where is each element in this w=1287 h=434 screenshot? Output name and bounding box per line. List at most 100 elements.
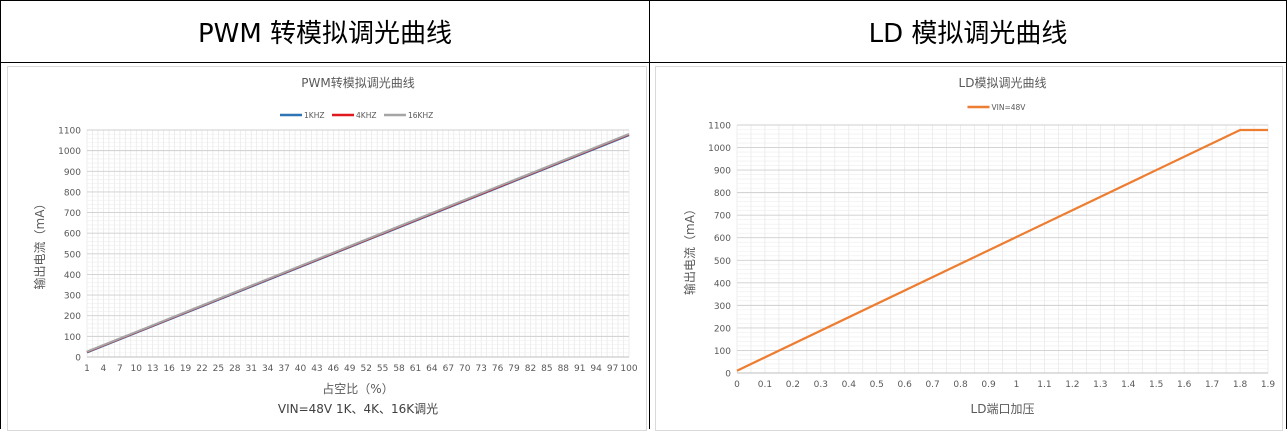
chart-title: LD模拟调光曲线 bbox=[959, 76, 1047, 90]
x-tick-label: 73 bbox=[475, 364, 486, 374]
x-tick-label: 1.9 bbox=[1261, 380, 1276, 390]
y-tick-label: 400 bbox=[714, 279, 731, 289]
x-tick-label: 91 bbox=[574, 364, 585, 374]
x-tick-label: 37 bbox=[278, 364, 289, 374]
legend-label: 4KHZ bbox=[356, 111, 376, 120]
x-tick-label: 0.2 bbox=[786, 380, 800, 390]
x-tick-label: 1.8 bbox=[1233, 380, 1248, 390]
y-tick-label: 500 bbox=[64, 250, 81, 260]
x-tick-label: 61 bbox=[410, 364, 421, 374]
x-tick-label: 0.9 bbox=[981, 380, 996, 390]
x-tick-label: 79 bbox=[508, 364, 520, 374]
x-tick-label: 0.5 bbox=[870, 380, 884, 390]
y-tick-label: 900 bbox=[714, 167, 731, 177]
x-tick-label: 55 bbox=[377, 364, 388, 374]
x-tick-label: 52 bbox=[360, 364, 371, 374]
x-tick-label: 40 bbox=[295, 364, 307, 374]
x-tick-label: 43 bbox=[311, 364, 322, 374]
y-tick-label: 800 bbox=[64, 188, 81, 198]
x-tick-label: 85 bbox=[541, 364, 552, 374]
y-axis-label: 输出电流（mA） bbox=[682, 203, 697, 295]
y-tick-label: 300 bbox=[64, 292, 81, 302]
y-tick-label: 200 bbox=[714, 324, 731, 334]
x-tick-label: 76 bbox=[492, 364, 504, 374]
x-tick-label: 0 bbox=[734, 380, 740, 390]
y-tick-label: 1000 bbox=[58, 147, 81, 157]
x-tick-label: 0.4 bbox=[842, 380, 857, 390]
x-tick-label: 1.2 bbox=[1065, 380, 1079, 390]
x-tick-label: 10 bbox=[131, 364, 143, 374]
x-tick-label: 0.3 bbox=[814, 380, 828, 390]
x-tick-label: 16 bbox=[163, 364, 175, 374]
x-tick-label: 1 bbox=[84, 364, 90, 374]
legend-label: VIN=48V bbox=[992, 103, 1027, 112]
y-tick-label: 700 bbox=[714, 212, 731, 222]
y-tick-label: 900 bbox=[64, 168, 81, 178]
x-tick-label: 0.1 bbox=[758, 380, 772, 390]
x-tick-label: 1 bbox=[1014, 380, 1020, 390]
table-column-divider bbox=[649, 0, 650, 429]
x-tick-label: 97 bbox=[607, 364, 618, 374]
x-tick-label: 7 bbox=[117, 364, 123, 374]
y-tick-label: 0 bbox=[75, 354, 81, 364]
y-tick-label: 800 bbox=[714, 189, 731, 199]
x-tick-label: 1.7 bbox=[1205, 380, 1219, 390]
x-tick-label: 31 bbox=[246, 364, 257, 374]
y-tick-label: 700 bbox=[64, 209, 81, 219]
y-tick-label: 1100 bbox=[708, 122, 731, 132]
y-tick-label: 100 bbox=[64, 333, 81, 343]
ld-chart-panel: 0 100 200 300 400 500 600 700 800 900 1000 1100 0 0.1… bbox=[655, 66, 1283, 431]
x-tick-label: 58 bbox=[393, 364, 405, 374]
x-tick-label: 46 bbox=[328, 364, 340, 374]
table-border-top bbox=[0, 0, 1287, 1]
y-axis-label: 输出电流（mA） bbox=[32, 198, 47, 290]
x-tick-label: 0.7 bbox=[925, 380, 939, 390]
series-line-vin-48v bbox=[736, 128, 1268, 372]
x-tick-label: 1.5 bbox=[1149, 380, 1163, 390]
y-tick-label: 1100 bbox=[58, 127, 81, 137]
y-tick-label: 0 bbox=[725, 370, 731, 380]
x-tick-label: 1.1 bbox=[1037, 380, 1051, 390]
table-header-divider bbox=[0, 62, 1287, 63]
x-tick-label: 82 bbox=[525, 364, 536, 374]
x-tick-label: 67 bbox=[443, 364, 454, 374]
x-tick-label: 1.3 bbox=[1093, 380, 1107, 390]
x-tick-label: 88 bbox=[558, 364, 570, 374]
y-tick-label: 300 bbox=[714, 302, 731, 312]
x-tick-label: 0.8 bbox=[953, 380, 968, 390]
table-border-left bbox=[0, 0, 1, 429]
y-tick-label: 1000 bbox=[708, 144, 731, 154]
chart-note: VIN=48V 1K、4K、16K调光 bbox=[278, 402, 438, 416]
y-tick-label: 600 bbox=[64, 230, 81, 240]
x-tick-label: 34 bbox=[262, 364, 274, 374]
x-tick-label: 25 bbox=[213, 364, 224, 374]
pwm-chart-panel: 0 100 200 300 400 500 600 700 800 900 1000 1100 1 4 7 1… bbox=[7, 66, 647, 431]
x-tick-label: 0.6 bbox=[898, 380, 913, 390]
y-tick-label: 400 bbox=[64, 271, 81, 281]
x-tick-label: 28 bbox=[229, 364, 241, 374]
x-tick-label: 4 bbox=[101, 364, 107, 374]
x-tick-label: 1.4 bbox=[1121, 380, 1136, 390]
x-tick-label: 13 bbox=[147, 364, 158, 374]
series-line-16khz bbox=[86, 132, 630, 353]
x-tick-label: 100 bbox=[620, 364, 637, 374]
y-tick-label: 600 bbox=[714, 234, 731, 244]
x-tick-label: 64 bbox=[426, 364, 438, 374]
header-ld: LD 模拟调光曲线 bbox=[868, 18, 1068, 49]
header-pwm: PWM 转模拟调光曲线 bbox=[197, 18, 453, 49]
x-axis-label: 占空比（%） bbox=[322, 381, 393, 396]
x-tick-label: 70 bbox=[459, 364, 471, 374]
x-tick-label: 19 bbox=[180, 364, 192, 374]
x-axis-label: LD端口加压 bbox=[971, 402, 1035, 416]
y-tick-label: 500 bbox=[714, 257, 731, 267]
x-tick-label: 94 bbox=[590, 364, 602, 374]
y-tick-label: 200 bbox=[64, 312, 81, 322]
x-tick-label: 22 bbox=[196, 364, 207, 374]
ld-chart: 0 100 200 300 400 500 600 700 800 900 1000 1100 0 0.1… bbox=[682, 76, 1276, 416]
x-tick-label: 1.6 bbox=[1177, 380, 1192, 390]
legend-label: 16KHZ bbox=[408, 111, 433, 120]
y-tick-label: 100 bbox=[714, 347, 731, 357]
x-tick-label: 49 bbox=[344, 364, 356, 374]
